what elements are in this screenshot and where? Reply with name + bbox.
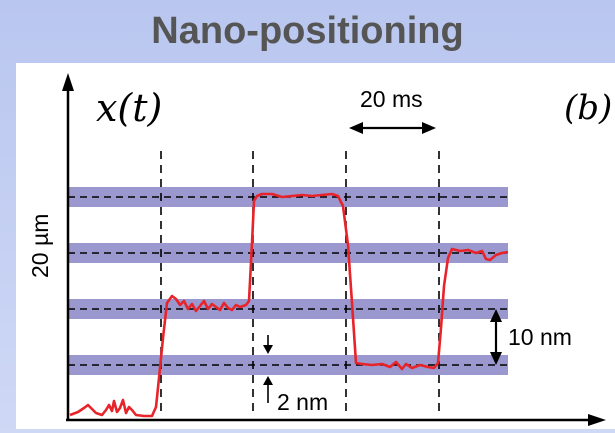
- band-width-label: 2 nm: [277, 389, 328, 415]
- band-spacing-arrowhead-top: [490, 309, 502, 322]
- horizontal-dashed-lines: [68, 196, 508, 366]
- vertical-dashed-lines: [160, 151, 440, 415]
- time-scale-arrowhead-right: [422, 122, 436, 134]
- time-scale-label: 20 ms: [360, 86, 423, 112]
- panel-label: (b): [564, 88, 612, 128]
- time-scale-arrowhead-left: [349, 122, 363, 134]
- band-spacing-arrowhead-bottom: [490, 352, 502, 365]
- band-width-arrowhead-top: [263, 345, 273, 354]
- axis-label: x(t): [96, 86, 162, 130]
- position-trace: [69, 192, 509, 418]
- y-axis-arrowhead: [62, 73, 74, 91]
- figure-svg: x(t) (b) 20 ms 20 µm 10 nm 2 nm: [27, 73, 612, 426]
- band-spacing-label: 10 nm: [508, 324, 572, 350]
- slide-title: Nano-positioning: [151, 10, 464, 52]
- figure-panel: x(t) (b) 20 ms 20 µm 10 nm 2 nm: [16, 63, 615, 429]
- band-width-arrowhead-bottom: [263, 376, 273, 385]
- vertical-scale-label: 20 µm: [27, 214, 53, 278]
- x-axis-arrowhead: [588, 414, 606, 426]
